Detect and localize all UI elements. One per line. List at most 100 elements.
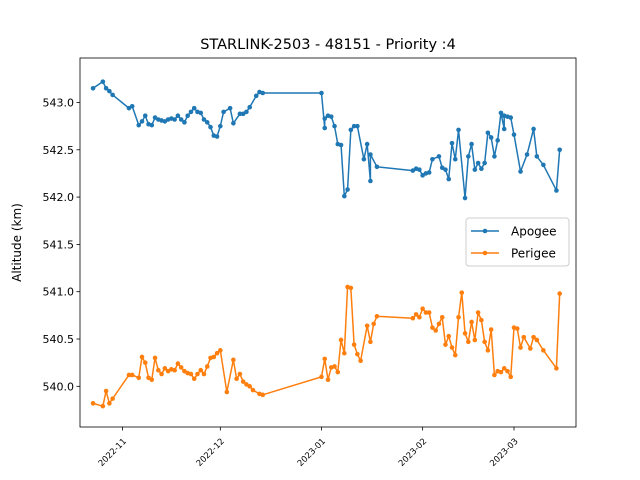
perigee-data-point: [518, 345, 523, 350]
perigee-data-point: [498, 369, 504, 375]
perigee-data-point: [175, 361, 181, 366]
apogee-data-point: [511, 132, 517, 137]
perigee-data-point: [430, 325, 435, 330]
apogee-data-point: [332, 123, 337, 129]
perigee-data-point: [508, 374, 514, 380]
perigee-data-point: [501, 366, 507, 371]
perigee-data-point: [103, 388, 109, 394]
perigee-data-point: [351, 342, 357, 347]
perigee-data-point: [100, 403, 106, 409]
perigee-data-point: [129, 372, 135, 378]
perigee-data-point: [325, 377, 331, 382]
apogee-legend-label: Apogee: [511, 225, 557, 239]
apogee-data-point: [368, 152, 373, 157]
apogee-data-point: [231, 120, 236, 126]
perigee-data-point: [214, 350, 220, 356]
perigee-data-point: [364, 323, 370, 329]
y-tick-label: 543.0: [43, 96, 75, 109]
perigee-data-point: [178, 365, 184, 370]
perigee-data-point: [211, 354, 217, 360]
perigee-data-point: [136, 375, 142, 381]
apogee-data-point: [322, 125, 328, 131]
apogee-data-point: [498, 110, 504, 116]
perigee-data-point: [554, 366, 559, 371]
apogee-data-point: [508, 115, 514, 120]
apogee-data-point: [534, 154, 540, 159]
apogee-data-point: [436, 154, 442, 159]
perigee-data-point: [142, 360, 148, 365]
apogee-legend-marker: [482, 228, 488, 234]
perigee-data-point: [172, 367, 177, 373]
perigee-data-point: [322, 356, 328, 362]
perigee-data-point: [110, 396, 115, 401]
apogee-data-point: [90, 85, 96, 91]
apogee-data-point: [469, 141, 474, 147]
perigee-data-point: [335, 369, 341, 375]
apogee-data-point: [185, 113, 190, 119]
perigee-data-point: [531, 334, 536, 340]
apogee-data-point: [426, 170, 432, 175]
apogee-data-point: [501, 126, 507, 132]
apogee-data-point: [149, 122, 155, 128]
perigee-data-point: [107, 401, 112, 406]
y-tick-label: 542.5: [43, 144, 75, 157]
perigee-data-point: [417, 314, 422, 320]
apogee-data-point: [456, 127, 461, 133]
perigee-data-point: [149, 377, 155, 382]
perigee-data-point: [204, 364, 210, 369]
perigee-data-point: [250, 387, 256, 393]
apogee-data-point: [541, 162, 546, 168]
perigee-data-point: [247, 384, 252, 389]
apogee-data-point: [482, 160, 487, 166]
perigee-data-point: [162, 366, 168, 371]
apogee-data-point: [488, 135, 494, 140]
apogee-data-point: [175, 113, 181, 119]
y-axis: 540.0 540.5 541.0 541.5 542.0 542.5 543.0: [43, 96, 80, 393]
apogee-data-point: [368, 178, 373, 184]
perigee-data-point: [342, 350, 347, 356]
perigee-data-point: [231, 357, 236, 363]
axes-frame: [79, 57, 577, 428]
perigee-data-point: [319, 374, 324, 380]
apogee-data-point: [322, 116, 328, 121]
perigee-data-point: [420, 306, 425, 312]
apogee-data-point: [361, 156, 367, 162]
apogee-data-point: [221, 109, 226, 115]
apogee-data-point: [110, 92, 115, 98]
apogee-data-point: [328, 114, 334, 119]
apogee-data-point: [466, 154, 471, 159]
apogee-data-point: [364, 141, 370, 147]
apogee-data-point: [554, 188, 559, 193]
perigee-data-point: [534, 337, 540, 343]
perigee-data-point: [156, 367, 161, 373]
apogee-data-point: [182, 120, 187, 125]
perigee-data-point: [466, 339, 471, 345]
perigee-data-point: [139, 354, 145, 360]
perigee-data-point: [413, 312, 419, 317]
perigee-data-point: [338, 337, 344, 343]
legend-box: [465, 217, 570, 267]
apogee-data-point: [227, 105, 233, 111]
apogee-data-point: [208, 124, 213, 130]
perigee-data-point: [514, 326, 520, 331]
apogee-data-point: [188, 109, 194, 115]
apogee-data-point: [342, 193, 347, 199]
y-tick-label: 540.5: [43, 333, 75, 346]
apogee-data-point: [100, 79, 106, 84]
apogee-data-point: [178, 117, 184, 122]
perigee-data-point: [426, 310, 432, 315]
perigee-data-point: [201, 371, 207, 377]
apogee-data-point: [479, 166, 484, 171]
apogee-data-point: [417, 167, 422, 172]
apogee-data-point: [557, 147, 562, 153]
perigee-data-point: [433, 328, 438, 333]
apogee-data-point: [237, 111, 243, 117]
apogee-data-point: [452, 156, 458, 162]
apogee-data-point: [198, 110, 204, 116]
perigee-data-point: [446, 333, 452, 339]
y-tick-label: 541.5: [43, 238, 75, 251]
perigee-data-point: [191, 376, 197, 382]
perigee-data-point: [234, 376, 239, 382]
apogee-data-point: [531, 126, 536, 132]
perigee-data-point: [371, 321, 376, 327]
